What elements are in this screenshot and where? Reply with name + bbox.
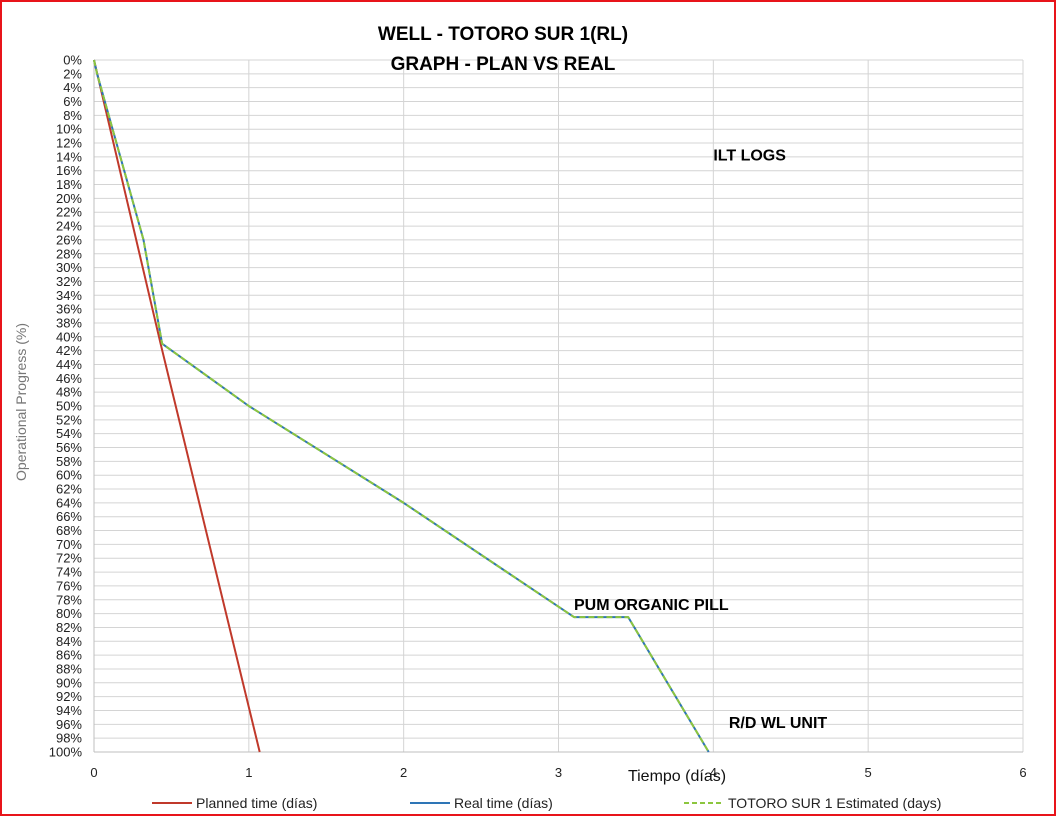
- x-tick-label: 3: [555, 765, 562, 780]
- y-tick-label: 42%: [56, 343, 82, 358]
- y-tick-label: 48%: [56, 385, 82, 400]
- y-tick-label: 22%: [56, 205, 82, 220]
- y-tick-label: 62%: [56, 482, 82, 497]
- annotations: ILT LOGS PUM ORGANIC PILL R/D WL UNIT: [574, 147, 827, 731]
- y-tick-label: 64%: [56, 495, 82, 510]
- y-tick-label: 2%: [63, 66, 82, 81]
- y-tick-label: 60%: [56, 468, 82, 483]
- y-tick-label: 4%: [63, 80, 82, 95]
- series-layer: [93, 59, 710, 753]
- y-tick-label: 46%: [56, 371, 82, 386]
- y-tick-label: 10%: [56, 122, 82, 137]
- y-tick-label: 36%: [56, 302, 82, 317]
- annotation-label: ILT LOGS: [713, 147, 786, 164]
- y-tick-label: 98%: [56, 731, 82, 746]
- y-tick-label: 100%: [49, 745, 83, 760]
- grid: [93, 59, 1024, 753]
- y-tick-label: 66%: [56, 509, 82, 524]
- y-tick-label: 88%: [56, 661, 82, 676]
- y-tick-label: 6%: [63, 94, 82, 109]
- legend: Planned time (días) Real time (días) TOTOR…: [152, 795, 941, 811]
- y-tick-label: 18%: [56, 177, 82, 192]
- y-tick-label: 96%: [56, 717, 82, 732]
- y-tick-label: 38%: [56, 315, 82, 330]
- y-axis-label: Operational Progress (%): [13, 323, 29, 481]
- x-axis-label: Tiempo (días): [628, 768, 726, 785]
- x-tick-label: 5: [865, 765, 872, 780]
- annotation-label: R/D WL UNIT: [729, 715, 828, 732]
- y-tick-label: 78%: [56, 592, 82, 607]
- y-tick-label: 28%: [56, 246, 82, 261]
- y-tick-label: 16%: [56, 163, 82, 178]
- y-tick-label: 92%: [56, 689, 82, 704]
- y-tick-label: 26%: [56, 232, 82, 247]
- y-tick-label: 34%: [56, 288, 82, 303]
- y-tick-label: 20%: [56, 191, 82, 206]
- series-line-3: [93, 59, 710, 753]
- y-tick-label: 44%: [56, 357, 82, 372]
- y-tick-label: 14%: [56, 149, 82, 164]
- y-tick-label: 58%: [56, 454, 82, 469]
- x-tick-label: 0: [90, 765, 97, 780]
- y-tick-label: 86%: [56, 648, 82, 663]
- x-tick-label: 2: [400, 765, 407, 780]
- y-tick-label: 82%: [56, 620, 82, 635]
- y-tick-label: 30%: [56, 260, 82, 275]
- annotation-label: PUM ORGANIC PILL: [574, 597, 729, 614]
- y-tick-label: 8%: [63, 108, 82, 123]
- y-tick-label: 76%: [56, 578, 82, 593]
- x-tick-label: 6: [1019, 765, 1026, 780]
- y-tick-label: 50%: [56, 399, 82, 414]
- y-tick-label: 80%: [56, 606, 82, 621]
- y-tick-label: 40%: [56, 329, 82, 344]
- y-tick-label: 74%: [56, 565, 82, 580]
- x-axis-ticks: 0 1 2 3 4 5 6: [90, 765, 1026, 780]
- y-tick-label: 94%: [56, 703, 82, 718]
- y-tick-label: 72%: [56, 551, 82, 566]
- series-line-1: [93, 59, 261, 753]
- y-tick-label: 32%: [56, 274, 82, 289]
- y-tick-label: 24%: [56, 219, 82, 234]
- y-tick-label: 70%: [56, 537, 82, 552]
- chart-subtitle: GRAPH - PLAN VS REAL: [391, 54, 616, 75]
- y-tick-label: 0%: [63, 53, 82, 68]
- y-tick-label: 68%: [56, 523, 82, 538]
- legend-label-2: Real time (días): [454, 795, 553, 811]
- y-tick-label: 12%: [56, 136, 82, 151]
- y-tick-label: 56%: [56, 440, 82, 455]
- y-axis-ticks: 0%2%4%6%8%10%12%14%16%18%20%22%24%26%28%…: [49, 53, 83, 760]
- y-tick-label: 90%: [56, 675, 82, 690]
- y-tick-label: 84%: [56, 634, 82, 649]
- x-tick-label: 4: [710, 765, 717, 780]
- y-tick-label: 52%: [56, 412, 82, 427]
- chart-title: WELL - TOTORO SUR 1(RL): [378, 24, 628, 45]
- legend-label-3: TOTORO SUR 1 Estimated (days): [728, 795, 941, 811]
- legend-label-1: Planned time (días): [196, 795, 317, 811]
- x-tick-label: 1: [245, 765, 252, 780]
- y-tick-label: 54%: [56, 426, 82, 441]
